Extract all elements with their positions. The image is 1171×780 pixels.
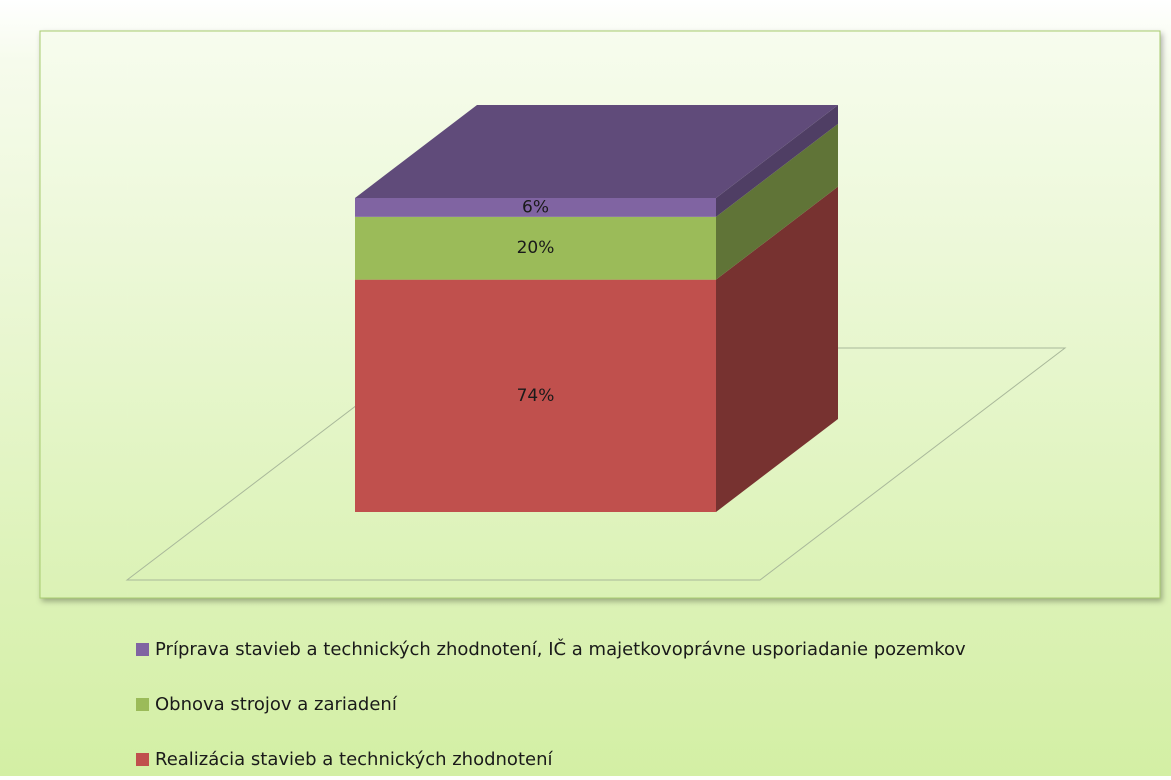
legend-label: Príprava stavieb a technických zhodnoten…	[155, 638, 966, 660]
data-label: 6%	[522, 197, 549, 217]
legend-label: Obnova strojov a zariadení	[155, 694, 398, 715]
legend: Príprava stavieb a technických zhodnoten…	[136, 638, 966, 770]
bar-side	[716, 105, 838, 217]
legend-swatch	[136, 698, 149, 711]
data-label: 74%	[517, 386, 555, 406]
bar-front	[355, 198, 716, 217]
legend-label: Realizácia stavieb a technických zhodnot…	[155, 749, 553, 770]
data-label: 20%	[517, 238, 555, 258]
bar-top	[355, 105, 838, 198]
floor	[125, 347, 1067, 581]
legend-swatch	[136, 643, 149, 656]
bars: 74% 20% 6%	[355, 105, 838, 512]
bar-front	[355, 279, 716, 512]
legend-swatch	[136, 753, 149, 766]
bar-side	[716, 123, 838, 280]
bar-front	[355, 216, 716, 280]
bar-side	[716, 186, 838, 512]
